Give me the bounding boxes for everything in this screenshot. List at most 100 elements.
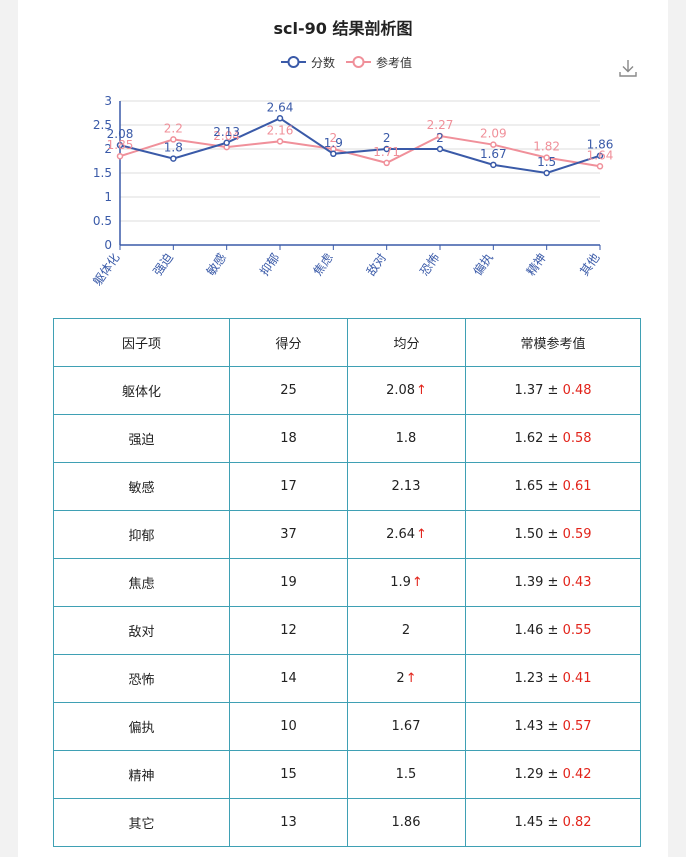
table-row: 精神 15 1.5 1.29 ± 0.42 [53, 750, 641, 799]
table-row: 抑郁 37 2.64↑ 1.50 ± 0.59 [53, 510, 641, 559]
point-score [170, 155, 177, 162]
factor-avg-cell: 2↑ [347, 654, 466, 703]
y-tick-label: 2 [104, 142, 112, 156]
factor-avg: 2.08 [386, 383, 416, 398]
factor-norm-mean: 1.37 ± [514, 383, 559, 398]
data-label-ref: 2.2 [164, 121, 183, 135]
factor-norm-cell: 1.65 ± 0.61 [465, 462, 641, 511]
table-row: 恐怖 14 2↑ 1.23 ± 0.41 [53, 654, 641, 703]
factor-norm-mean: 1.23 ± [514, 671, 559, 686]
factor-score: 12 [229, 606, 348, 655]
factor-norm-mean: 1.45 ± [514, 815, 559, 830]
table-row: 偏执 10 1.67 1.43 ± 0.57 [53, 702, 641, 751]
x-tick-label: 敌对 [363, 250, 389, 278]
table-row: 焦虑 19 1.9↑ 1.39 ± 0.43 [53, 558, 641, 607]
factor-norm-cell: 1.43 ± 0.57 [465, 702, 641, 751]
factor-score: 10 [229, 702, 348, 751]
factor-avg: 1.9 [390, 575, 411, 590]
data-label-score: 2.08 [107, 127, 134, 141]
factor-avg-cell: 1.86 [347, 798, 466, 847]
factor-name: 抑郁 [53, 510, 230, 559]
factor-norm-mean: 1.46 ± [514, 623, 559, 638]
x-tick-label: 焦虑 [311, 251, 336, 279]
factor-score: 19 [229, 558, 348, 607]
data-label-ref: 1.64 [587, 148, 614, 162]
factor-avg: 1.67 [391, 719, 421, 734]
factor-norm-sd: 0.58 [562, 431, 592, 446]
factor-name: 偏执 [53, 702, 230, 751]
factor-score: 18 [229, 414, 348, 463]
header-score: 得分 [229, 318, 348, 367]
data-label-score: 1.8 [164, 141, 183, 155]
x-tick-label: 恐怖 [416, 250, 442, 278]
point-ref [596, 163, 604, 170]
data-label-score: 2 [436, 131, 444, 145]
y-tick-label: 3 [104, 94, 112, 108]
point-ref [276, 138, 284, 145]
up-arrow-icon: ↑ [411, 575, 423, 590]
factor-score: 15 [229, 750, 348, 799]
point-ref [490, 141, 497, 148]
point-ref [436, 132, 444, 140]
up-arrow-icon: ↑ [416, 527, 427, 542]
point-score [436, 145, 444, 153]
factor-avg-cell: 1.8 [347, 414, 466, 463]
factor-score: 25 [229, 366, 348, 415]
point-ref [383, 159, 390, 167]
point-score [276, 115, 284, 122]
download-icon[interactable] [618, 58, 638, 78]
up-arrow-icon: ↑ [416, 383, 427, 398]
up-arrow-icon: ↑ [405, 671, 417, 686]
data-label-score: 2.64 [267, 100, 294, 114]
x-tick-label: 其他 [577, 251, 602, 279]
point-score [383, 145, 390, 153]
factor-name: 其它 [53, 798, 230, 847]
factor-norm-cell: 1.37 ± 0.48 [465, 366, 641, 415]
x-tick-label: 精神 [524, 251, 549, 279]
factor-avg-cell: 2.13 [347, 462, 466, 511]
data-label-ref: 2.27 [427, 118, 454, 132]
legend-item-ref[interactable]: 参考值 [346, 52, 412, 72]
legend-score-label: 分数 [311, 55, 336, 70]
factor-score: 37 [229, 510, 348, 559]
factor-name: 敏感 [53, 462, 230, 511]
x-tick-label: 偏执 [470, 250, 496, 278]
factor-norm-sd: 0.43 [562, 575, 592, 590]
point-score [596, 152, 604, 159]
table-body: 躯体化 25 2.08↑ 1.37 ± 0.48 强迫 18 1.8 1.62 ± 0.58 敏… [53, 366, 641, 847]
y-tick-label: 2.5 [93, 118, 112, 132]
factor-norm-cell: 1.39 ± 0.43 [465, 558, 641, 607]
factor-norm-cell: 1.46 ± 0.55 [465, 606, 641, 655]
x-tick-label: 敏感 [203, 250, 229, 278]
data-label-ref: 2.04 [213, 129, 240, 143]
y-tick-label: 0 [104, 238, 112, 252]
x-tick-label: 抑郁 [256, 250, 282, 278]
factor-score: 17 [229, 462, 348, 511]
factor-norm-mean: 1.65 ± [514, 479, 559, 494]
data-label-ref: 1.71 [373, 145, 400, 159]
point-score [543, 169, 550, 177]
data-label-ref: 2 [330, 131, 338, 145]
factor-avg: 1.8 [395, 431, 417, 446]
table-row: 其它 13 1.86 1.45 ± 0.82 [53, 798, 641, 847]
factor-norm-cell: 1.45 ± 0.82 [465, 798, 641, 847]
point-score [490, 161, 497, 169]
factor-norm-sd: 0.61 [562, 479, 592, 494]
factor-norm-mean: 1.39 ± [514, 575, 559, 590]
factor-norm-sd: 0.42 [562, 767, 592, 782]
x-tick-label: 强迫 [151, 251, 176, 279]
factor-norm-sd: 0.55 [562, 623, 592, 638]
legend-item-score[interactable]: 分数 [281, 52, 335, 72]
data-label-ref: 2.09 [480, 127, 507, 141]
factor-norm-cell: 1.50 ± 0.59 [465, 510, 641, 559]
chart-title: scl-90 结果剖析图 [273, 19, 413, 38]
factor-avg-cell: 2.64↑ [347, 510, 466, 559]
factor-norm-sd: 0.82 [562, 815, 592, 830]
factor-norm-sd: 0.57 [562, 719, 592, 734]
data-label-score: 1.67 [480, 147, 507, 161]
factor-score: 14 [229, 654, 348, 703]
factor-avg-cell: 1.5 [347, 750, 466, 799]
factor-avg: 2.64 [386, 527, 416, 542]
factor-avg-cell: 1.9↑ [347, 558, 466, 607]
